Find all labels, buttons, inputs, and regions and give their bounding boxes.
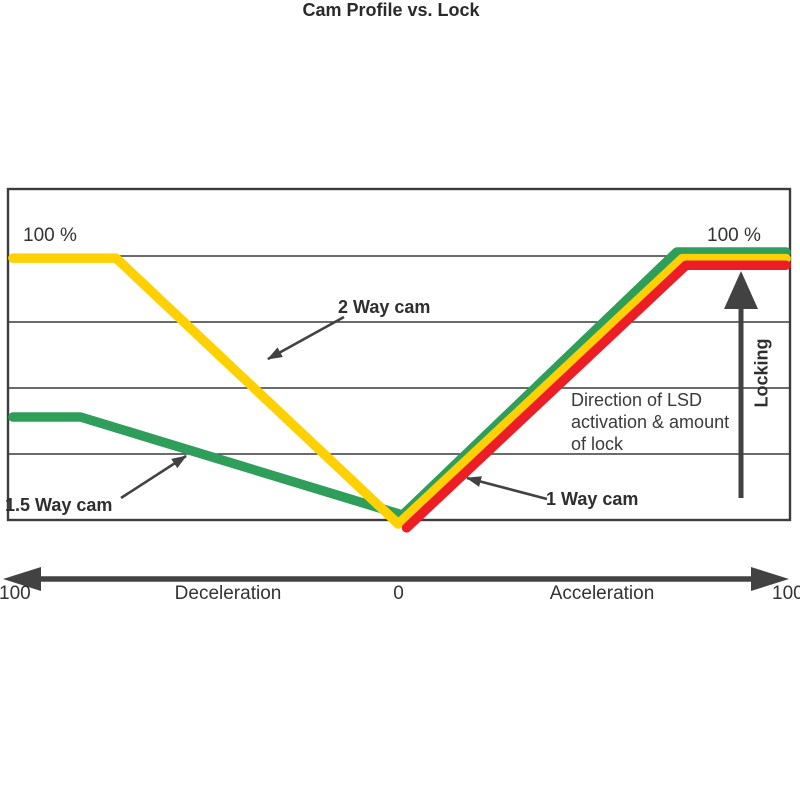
plot-border: [6, 187, 792, 522]
chart-title: Cam Profile vs. Lock: [302, 0, 480, 20]
curve-1-5-way-cam: [8, 247, 791, 520]
gridlines: [9, 255, 789, 455]
curve-2-way-cam: [8, 253, 791, 529]
curve-1-way-cam: [401, 260, 791, 533]
throttle-axis-arrow: [3, 567, 789, 591]
one-way-cam-label: 1 Way cam: [546, 489, 639, 509]
one-way-pointer-arrow: [466, 476, 548, 501]
locking-axis-label: Locking: [751, 338, 772, 408]
axis-zero-label: 0: [393, 583, 404, 604]
left-100-percent-label: 100 %: [23, 225, 77, 246]
one-five-way-pointer-arrow: [120, 454, 187, 500]
two-way-pointer-arrow: [267, 315, 345, 361]
right-100-percent-label: 100 %: [707, 225, 761, 246]
axis-deceleration-label: Deceleration: [174, 583, 282, 604]
axis-left-100-label: 100: [0, 583, 31, 604]
axis-acceleration-label: Acceleration: [549, 583, 655, 604]
one-five-way-cam-label: 1.5 Way cam: [5, 495, 113, 515]
locking-direction-arrow: [724, 271, 758, 498]
axis-right-100-label: 100: [772, 583, 800, 604]
two-way-cam-label: 2 Way cam: [338, 297, 431, 317]
cam-curves: [8, 247, 791, 533]
lsd-direction-note: Direction of LSD activation & amount of …: [571, 390, 730, 454]
